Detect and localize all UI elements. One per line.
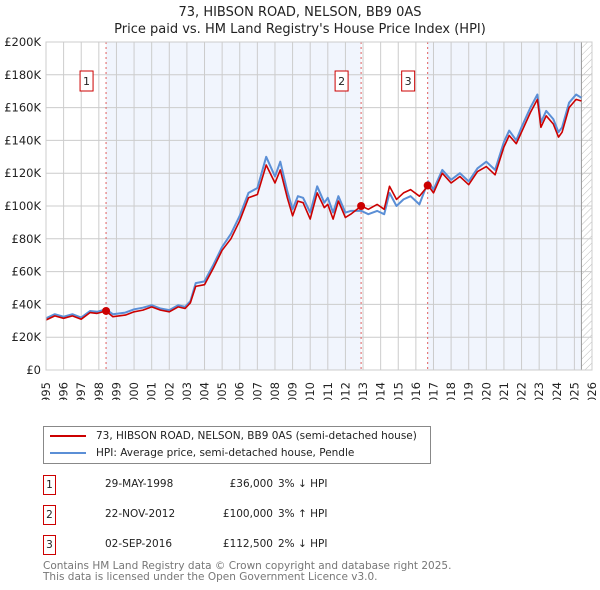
x-tick-label: 2012 <box>338 382 352 400</box>
chart-title: 73, HIBSON ROAD, NELSON, BB9 0AS <box>178 5 422 20</box>
x-tick-label: 2014 <box>374 382 388 400</box>
legend-item-property: 73, HIBSON ROAD, NELSON, BB9 0AS (semi-d… <box>50 428 417 444</box>
x-tick-label: 2005 <box>215 382 229 400</box>
x-tick-label: 2025 <box>567 382 581 400</box>
transaction-date: 02-SEP-2016 <box>105 538 173 550</box>
legend-item-hpi: HPI: Average price, semi-detached house,… <box>50 445 354 461</box>
y-tick-label: £200K <box>4 35 41 49</box>
transaction-date: 29-MAY-1998 <box>105 478 174 490</box>
y-tick-label: £40K <box>12 297 42 311</box>
sale-point <box>423 181 432 190</box>
x-tick-label: 2008 <box>268 382 282 400</box>
y-tick-label: £180K <box>4 68 41 82</box>
transaction-number: 2 <box>43 505 56 525</box>
x-tick-label: 2004 <box>198 382 212 400</box>
x-tick-label: 2000 <box>127 382 141 400</box>
price-chart: £0 £20K £40K £60K £80K £100K £120K £140K £160K £1… <box>4 35 599 400</box>
transaction-number: 3 <box>43 535 56 555</box>
x-tick-label: 2015 <box>391 382 405 400</box>
x-tick-label: 2026 <box>585 382 599 400</box>
x-tick-label: 2024 <box>550 382 564 400</box>
x-tick-label: 1998 <box>92 382 106 400</box>
x-tick-label: 2019 <box>462 382 476 400</box>
sale-label: 2 <box>338 75 345 88</box>
x-tick-label: 1995 <box>39 382 53 400</box>
sale-point <box>102 306 111 315</box>
x-tick-label: 2007 <box>250 382 264 400</box>
x-tick-label: 1999 <box>109 382 123 400</box>
y-tick-label: £20K <box>12 330 42 344</box>
sale-label: 1 <box>83 75 90 88</box>
x-tick-label: 2020 <box>479 382 493 400</box>
y-tick-label: £0 <box>26 363 41 377</box>
footer-licence: This data is licensed under the Open Gov… <box>43 571 378 583</box>
x-tick-label: 2018 <box>444 382 458 400</box>
x-tick-label: 2017 <box>426 382 440 400</box>
x-tick-label: 1996 <box>57 382 71 400</box>
x-tick-label: 2001 <box>145 382 159 400</box>
x-tick-label: 2010 <box>303 382 317 400</box>
transaction-hpi: 2% ↓ HPI <box>278 538 328 550</box>
x-tick-label: 2002 <box>162 382 176 400</box>
y-tick-label: £140K <box>4 133 41 147</box>
x-tick-label: 2021 <box>497 382 511 400</box>
x-tick-label: 2003 <box>180 382 194 400</box>
x-tick-label: 2016 <box>409 382 423 400</box>
x-tick-label: 2011 <box>321 382 335 400</box>
x-tick-label: 2009 <box>286 382 300 400</box>
footer-copyright: Contains HM Land Registry data © Crown c… <box>43 560 452 572</box>
x-tick-label: 2006 <box>233 382 247 400</box>
legend-label: 73, HIBSON ROAD, NELSON, BB9 0AS (semi-d… <box>96 430 417 442</box>
transaction-number: 1 <box>43 475 56 495</box>
y-tick-label: £100K <box>4 199 41 213</box>
hpi-line <box>45 93 582 320</box>
legend-label: HPI: Average price, semi-detached house,… <box>96 447 355 459</box>
y-tick-label: £160K <box>4 101 41 115</box>
transaction-price: £112,500 <box>222 538 273 550</box>
x-tick-label: 1997 <box>74 382 88 400</box>
plot-border <box>45 41 593 371</box>
sale-label-box <box>79 70 94 92</box>
transaction-hpi: 3% ↑ HPI <box>278 508 328 520</box>
sale-label-box <box>401 70 416 92</box>
x-tick-label: 2013 <box>356 382 370 400</box>
sale-label: 3 <box>405 75 412 88</box>
transaction-hpi: 3% ↓ HPI <box>278 478 328 490</box>
footer: Contains HM Land Registry data © Crown c… <box>43 561 451 583</box>
x-tick-label: 2022 <box>515 382 529 400</box>
chart-subtitle: Price paid vs. HM Land Registry's House … <box>114 22 486 37</box>
x-tick-label: 2023 <box>532 382 546 400</box>
transaction-price: £36,000 <box>229 478 273 490</box>
legend-swatch-property <box>50 435 86 437</box>
legend: 73, HIBSON ROAD, NELSON, BB9 0AS (semi-d… <box>43 426 431 464</box>
sale-label-box <box>334 70 349 92</box>
sale-point <box>357 202 366 210</box>
transaction-date: 22-NOV-2012 <box>105 508 176 520</box>
legend-swatch-hpi <box>50 452 86 454</box>
y-tick-label: £80K <box>12 232 42 246</box>
y-tick-label: £60K <box>12 265 42 279</box>
y-tick-label: £120K <box>4 166 41 180</box>
transaction-price: £100,000 <box>222 508 273 520</box>
property-price-line <box>45 98 582 321</box>
